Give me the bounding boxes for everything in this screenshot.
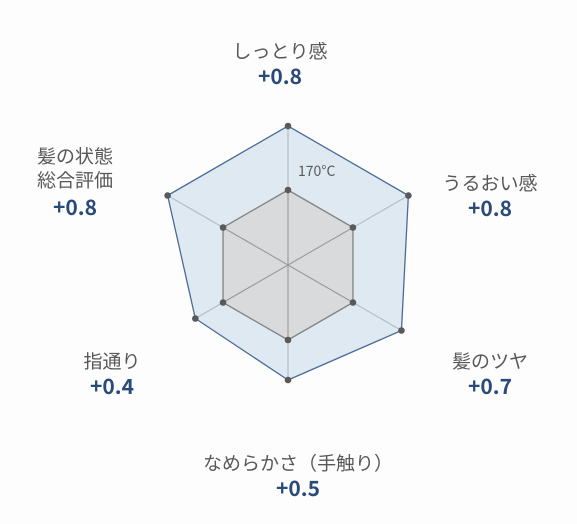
axis-value: +0.8 [258,61,302,91]
axis-label: 髪のツヤ [452,347,528,374]
data-vertex-dot [192,315,199,322]
axis-value: +0.8 [468,193,512,223]
axis-value: +0.8 [53,192,97,222]
data-vertex-dot [398,327,405,334]
reference-vertex-dot [220,224,227,231]
axis-label: 髪の状態総合評価 [37,142,113,193]
axis-value: +0.4 [90,371,134,401]
axis-label: 指通り [83,347,140,374]
data-vertex-dot [405,192,412,199]
data-vertex-dot [285,123,292,130]
reference-vertex-dot [220,299,227,306]
axis-label: うるおい感 [442,169,537,196]
reference-vertex-dot [285,337,292,344]
axis-label: しっとり感 [232,37,327,64]
reference-vertex-dot [285,187,292,194]
axis-value: +0.5 [276,473,320,503]
axis-value: +0.7 [468,371,512,401]
data-vertex-dot [164,192,171,199]
reference-vertex-dot [350,224,357,231]
reference-label: 170°C [298,161,335,181]
data-vertex-dot [285,377,292,384]
axis-label: なめらかさ（手触り） [203,449,393,476]
radar-chart: 170°Cしっとり感+0.8うるおい感+0.8髪のツヤ+0.7なめらかさ（手触り… [0,0,577,524]
reference-vertex-dot [350,299,357,306]
